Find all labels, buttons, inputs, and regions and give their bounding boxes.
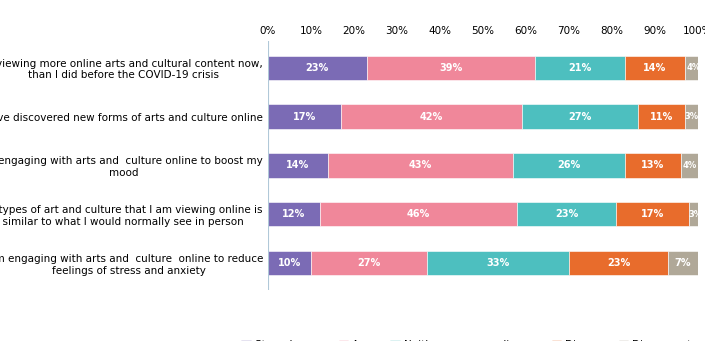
Bar (311, 251, 427, 275)
Text: 33%: 33% (486, 258, 510, 268)
Bar (625, 153, 681, 178)
Text: 3%: 3% (685, 112, 699, 121)
Text: 14%: 14% (644, 63, 666, 73)
Bar (367, 56, 534, 80)
Text: 17%: 17% (641, 209, 664, 219)
Text: 3%: 3% (689, 210, 703, 219)
Text: 13%: 13% (641, 160, 664, 170)
Bar (668, 251, 698, 275)
Text: 23%: 23% (607, 258, 630, 268)
Bar (268, 153, 328, 178)
Text: 39%: 39% (439, 63, 462, 73)
Text: 11%: 11% (650, 112, 673, 122)
Text: 12%: 12% (282, 209, 305, 219)
Text: 23%: 23% (555, 209, 578, 219)
Bar (681, 153, 698, 178)
Text: 4%: 4% (687, 63, 701, 72)
Bar (625, 56, 685, 80)
Bar (268, 202, 319, 226)
Bar (569, 251, 668, 275)
Legend: Strongly agree, Agree, Neither agree nor disagree, Disagree, Disagree strongly: Strongly agree, Agree, Neither agree nor… (237, 336, 705, 341)
Bar (522, 104, 638, 129)
Bar (685, 104, 698, 129)
Text: 42%: 42% (419, 112, 443, 122)
Bar (685, 56, 702, 80)
Text: 26%: 26% (558, 160, 580, 170)
Text: 14%: 14% (286, 160, 309, 170)
Text: 7%: 7% (675, 258, 691, 268)
Bar (534, 56, 625, 80)
Text: 4%: 4% (682, 161, 697, 170)
Text: 23%: 23% (306, 63, 329, 73)
Text: 21%: 21% (568, 63, 591, 73)
Bar (638, 104, 685, 129)
Text: 10%: 10% (278, 258, 301, 268)
Bar (319, 202, 517, 226)
Bar (268, 251, 311, 275)
Text: 27%: 27% (357, 258, 381, 268)
Bar (328, 153, 513, 178)
Bar (268, 104, 341, 129)
Text: 46%: 46% (407, 209, 430, 219)
Bar (427, 251, 569, 275)
Text: 17%: 17% (293, 112, 316, 122)
Bar (517, 202, 616, 226)
Bar (689, 202, 702, 226)
Bar (268, 56, 367, 80)
Bar (616, 202, 689, 226)
Text: 43%: 43% (409, 160, 432, 170)
Text: 27%: 27% (568, 112, 591, 122)
Bar (513, 153, 625, 178)
Bar (341, 104, 522, 129)
